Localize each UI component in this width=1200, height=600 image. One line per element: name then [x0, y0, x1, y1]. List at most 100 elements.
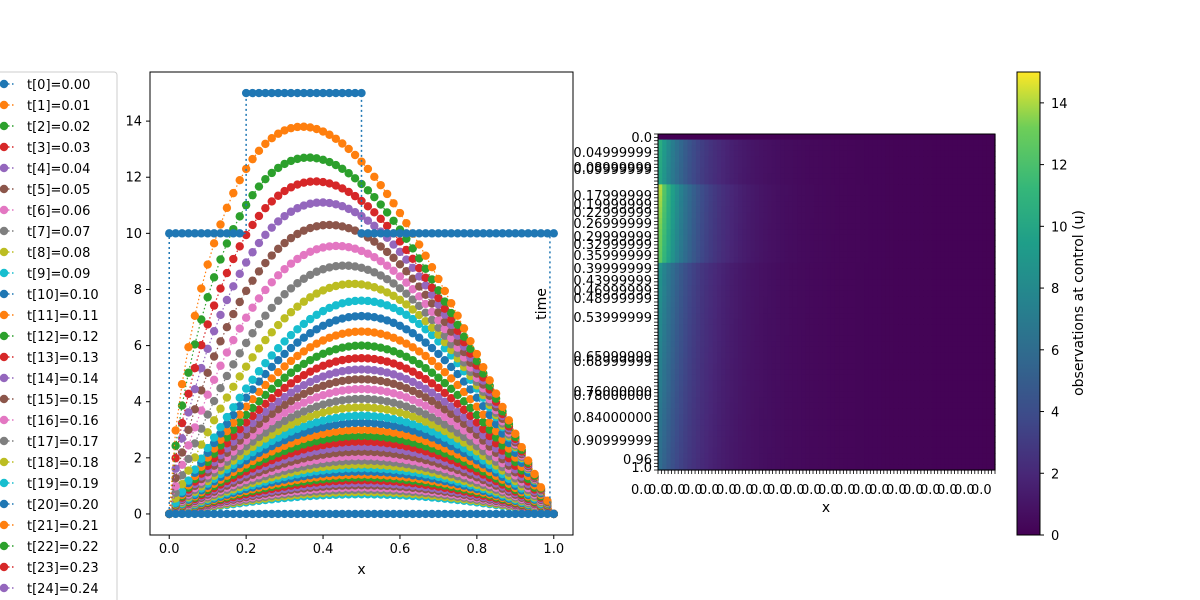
series-point [267, 351, 276, 360]
heatmap-cell [691, 262, 697, 269]
heatmap-cell [767, 240, 773, 247]
heatmap-cell [927, 268, 933, 275]
heatmap-cell [716, 162, 722, 169]
heatmap-cell [969, 184, 975, 191]
heatmap-cell [885, 173, 891, 180]
series-point [241, 338, 251, 348]
heatmap-cell [965, 178, 971, 185]
heatmap-cell [906, 285, 912, 292]
heatmap-cell [683, 195, 689, 202]
series-point [389, 253, 398, 263]
heatmap-cell [860, 173, 866, 180]
heatmap-cell [906, 290, 912, 297]
heatmap-cell [822, 240, 828, 247]
heatmap-cell [729, 268, 735, 275]
heatmap-cell [666, 145, 672, 152]
heatmap-cell [893, 184, 899, 191]
heatmap-cell [670, 145, 676, 152]
series-point [370, 208, 379, 217]
heatmap-cell [973, 190, 979, 197]
series-point [216, 310, 225, 320]
heatmap-cell [940, 274, 946, 281]
heatmap-cell [948, 150, 954, 157]
heatmap-cell [746, 156, 752, 163]
legend-marker [0, 184, 9, 194]
heatmap-cell [898, 218, 903, 225]
heatmap-cell [666, 201, 672, 208]
heatmap-cell [851, 178, 857, 185]
heatmap-cell [940, 240, 946, 247]
heatmap-cell [851, 240, 857, 247]
heatmap-cell [679, 229, 684, 236]
heatmap-cell [780, 167, 785, 174]
heatmap-cell [982, 195, 988, 202]
heatmap-cell [708, 145, 714, 152]
heatmap-cell [687, 257, 693, 264]
heatmap-cell [738, 279, 743, 286]
heatmap-cell [679, 296, 684, 303]
heatmap-cell [898, 139, 903, 146]
series-point [222, 412, 232, 422]
heatmap-cell [952, 190, 958, 197]
heatmap-cell [872, 167, 878, 174]
heatmap-cell [809, 246, 815, 253]
heatmap-cell [902, 240, 908, 247]
heatmap-cell [969, 262, 975, 269]
heatmap-cell [733, 162, 739, 169]
heatmap-cell [797, 285, 802, 292]
heatmap-cell [725, 257, 731, 264]
heatmap-cell [927, 229, 933, 236]
heatmap-cell [847, 139, 853, 146]
heatmap-cell [683, 257, 689, 264]
heatmap-cell [961, 178, 967, 185]
heatmap-cell [738, 274, 743, 281]
heatmap-cell [855, 162, 861, 169]
heatmap-cell [881, 162, 887, 169]
heatmap-cell [708, 223, 714, 230]
heatmap-cell [893, 173, 899, 180]
heatmap-cell [982, 290, 988, 297]
heatmap-cell [864, 134, 870, 141]
heatmap-cell [902, 223, 908, 230]
legend-label: t[9]=0.09 [27, 267, 90, 282]
series-point [203, 260, 212, 269]
heatmap-cell [940, 139, 946, 146]
heatmap-cell [944, 251, 950, 258]
heatmap-cell [881, 274, 887, 281]
series-point [389, 216, 398, 225]
heatmap-cell [927, 190, 933, 197]
heatmap-cell [725, 274, 731, 281]
heatmap-cell [855, 246, 861, 253]
heatmap-cell [683, 184, 689, 191]
heatmap-cell [860, 206, 866, 213]
heatmap-cell [957, 240, 962, 247]
heatmap-cell [746, 184, 752, 191]
heatmap-cell [767, 212, 773, 219]
heatmap-cell [738, 150, 743, 157]
heatmap-cell [801, 218, 807, 225]
heatmap-cell [683, 190, 689, 197]
heatmap-cell [965, 229, 971, 236]
heatmap-cell [813, 167, 819, 174]
heatmap-cell [851, 285, 857, 292]
heatmap-cell [957, 290, 962, 297]
heatmap-cell [729, 178, 735, 185]
heatmap-cell [919, 240, 924, 247]
heatmap-cell [666, 195, 672, 202]
heatmap-cell [914, 290, 920, 297]
heatmap-cell [822, 178, 828, 185]
heatmap-cell [948, 262, 954, 269]
heatmap-cell [784, 257, 790, 264]
heatmap-cell [809, 145, 815, 152]
heatmap-cell [868, 178, 874, 185]
heatmap-cell [658, 223, 663, 230]
heatmap-cell [898, 162, 903, 169]
heatmap-cell [687, 212, 693, 219]
heatmap-cell [674, 268, 680, 275]
heatmap-cell [881, 240, 887, 247]
heatmap-cell [855, 251, 861, 258]
heatmap-cell [809, 173, 815, 180]
heatmap-cell [716, 212, 722, 219]
heatmap-cell [978, 285, 983, 292]
heatmap-cell [797, 162, 802, 169]
